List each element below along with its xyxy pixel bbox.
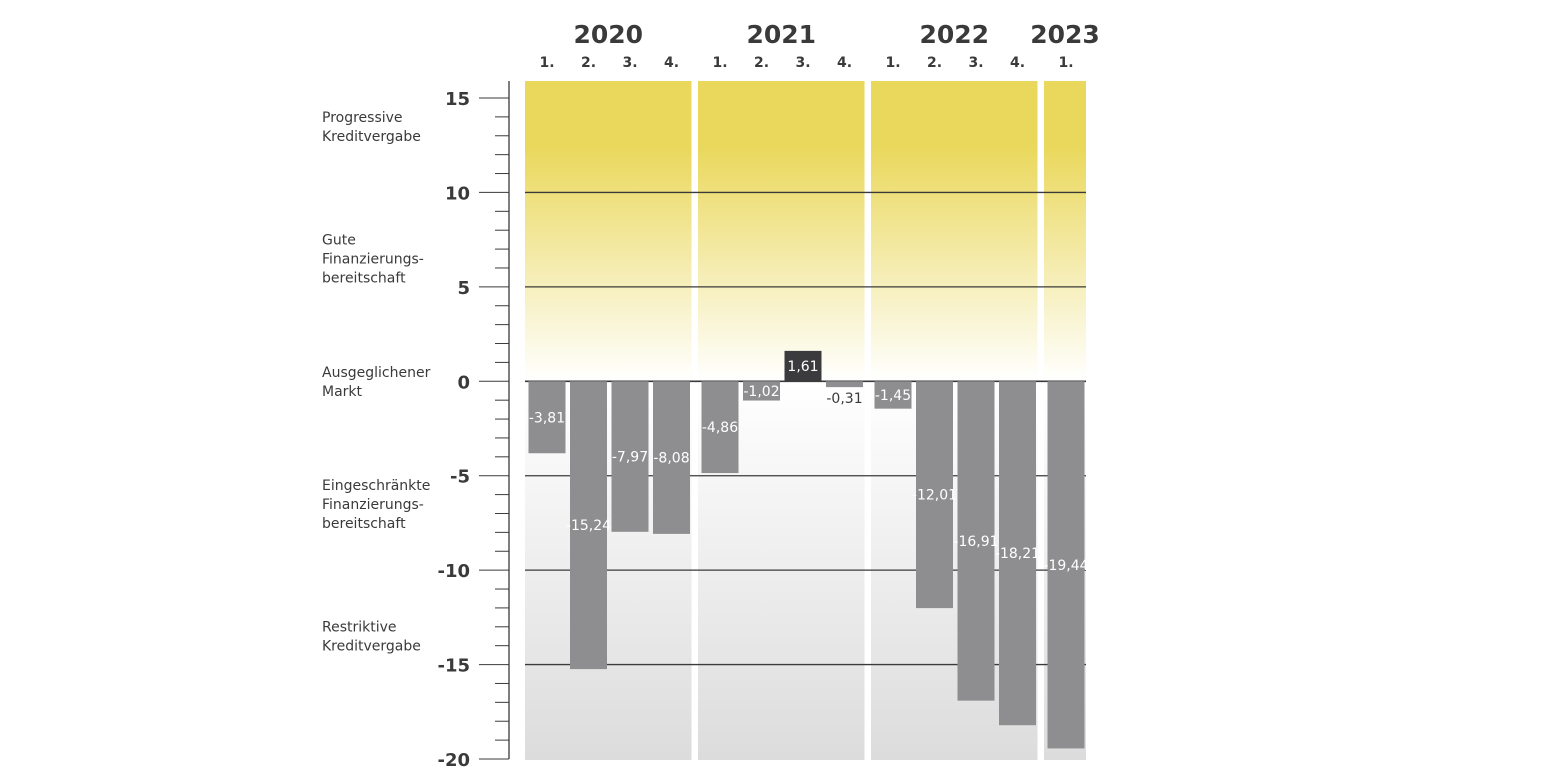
zone-label: Gute Finanzierungs-bereitschaft xyxy=(322,233,424,287)
value-label-2022-q1: -1,45 xyxy=(875,388,911,404)
bar-2022-q1 xyxy=(874,381,912,409)
year-label-2021: 2021 xyxy=(746,20,816,49)
bar-2021-q2 xyxy=(743,381,780,401)
value-labels: -3,81 -15,24 -7,97 -8,08 -4,86 -1,02 1,61 -0,31… xyxy=(529,359,1089,574)
quarter-label: 2. xyxy=(927,55,942,71)
value-label-2020-q1: -3,81 xyxy=(529,410,565,426)
positive-zone-2023 xyxy=(1044,81,1086,382)
quarter-label: 4. xyxy=(1010,55,1025,71)
year-label-2023: 2023 xyxy=(1030,20,1100,49)
value-label-2022-q2: -12,01 xyxy=(912,488,957,504)
quarter-label: 2. xyxy=(581,55,596,71)
zone-labels: Progressive Kreditvergabe Gute Finanzierung… xyxy=(322,110,431,655)
y-tick-label: 0 xyxy=(457,372,470,393)
bar-2021-q3 xyxy=(784,350,822,382)
quarter-label: 3. xyxy=(795,55,810,71)
quarter-label: 4. xyxy=(837,55,852,71)
bar-2022-q3 xyxy=(957,381,995,701)
positive-zone-2021 xyxy=(698,81,865,382)
quarter-label: 1. xyxy=(1058,55,1073,71)
bar-2020-q4 xyxy=(653,381,690,534)
positive-zone-2022 xyxy=(871,81,1038,382)
bar-2020-q2 xyxy=(570,381,607,670)
zone-label: Ausgeglichener Markt xyxy=(322,365,431,400)
zone-label: Restriktive Kreditvergabe xyxy=(322,620,421,655)
zone-label: Progressive Kreditvergabe xyxy=(322,110,421,145)
quarter-label: 3. xyxy=(622,55,637,71)
value-label-2021-q4: -0,31 xyxy=(826,391,862,407)
bar-2022-q4 xyxy=(999,381,1036,726)
quarter-label: 1. xyxy=(539,55,554,71)
value-label-2021-q3: 1,61 xyxy=(787,359,818,375)
bar-2023-q1 xyxy=(1047,381,1085,749)
zone-label: Eingeschränkte Finanzierungs-bereitschaft xyxy=(322,478,430,532)
x-axis-header: 2020 1. 2. 3. 4. 2021 1. 2. 3. 4. 2022 1. 2. 3. 4. 2023… xyxy=(539,20,1099,71)
value-label-2020-q2: -15,24 xyxy=(566,518,611,534)
bar-2021-q1 xyxy=(701,381,739,474)
positive-zone-2020 xyxy=(525,81,692,382)
bar-2021-q4 xyxy=(826,381,863,388)
value-label-2020-q3: -7,97 xyxy=(612,450,648,466)
y-tick-label: -5 xyxy=(450,467,470,488)
y-tick-label: -20 xyxy=(437,750,470,771)
y-axis: 15 10 5 0 -5 -10 -15 -20 xyxy=(437,81,510,771)
y-tick-label: 10 xyxy=(445,183,470,204)
y-tick-label: -10 xyxy=(437,561,470,582)
value-label-2021-q1: -4,86 xyxy=(702,420,738,436)
year-label-2020: 2020 xyxy=(573,20,643,49)
quarter-label: 1. xyxy=(712,55,727,71)
value-label-2023-q1: -19,44 xyxy=(1043,558,1088,574)
bar-2020-q3 xyxy=(611,381,649,532)
y-tick-label: 15 xyxy=(445,89,470,110)
value-label-2022-q4: -18,21 xyxy=(995,546,1040,562)
value-label-2022-q3: -16,91 xyxy=(953,534,998,550)
bar-2022-q2 xyxy=(916,381,953,609)
bar-2020-q1 xyxy=(528,381,566,454)
quarter-label: 3. xyxy=(968,55,983,71)
bars xyxy=(528,350,1085,749)
quarter-label: 2. xyxy=(754,55,769,71)
value-label-2021-q2: -1,02 xyxy=(743,384,779,400)
y-tick-label: 5 xyxy=(457,278,470,299)
quarter-label: 1. xyxy=(885,55,900,71)
year-label-2022: 2022 xyxy=(919,20,989,49)
y-tick-label: -15 xyxy=(437,656,470,677)
quarter-label: 4. xyxy=(664,55,679,71)
value-label-2020-q4: -8,08 xyxy=(653,451,689,467)
